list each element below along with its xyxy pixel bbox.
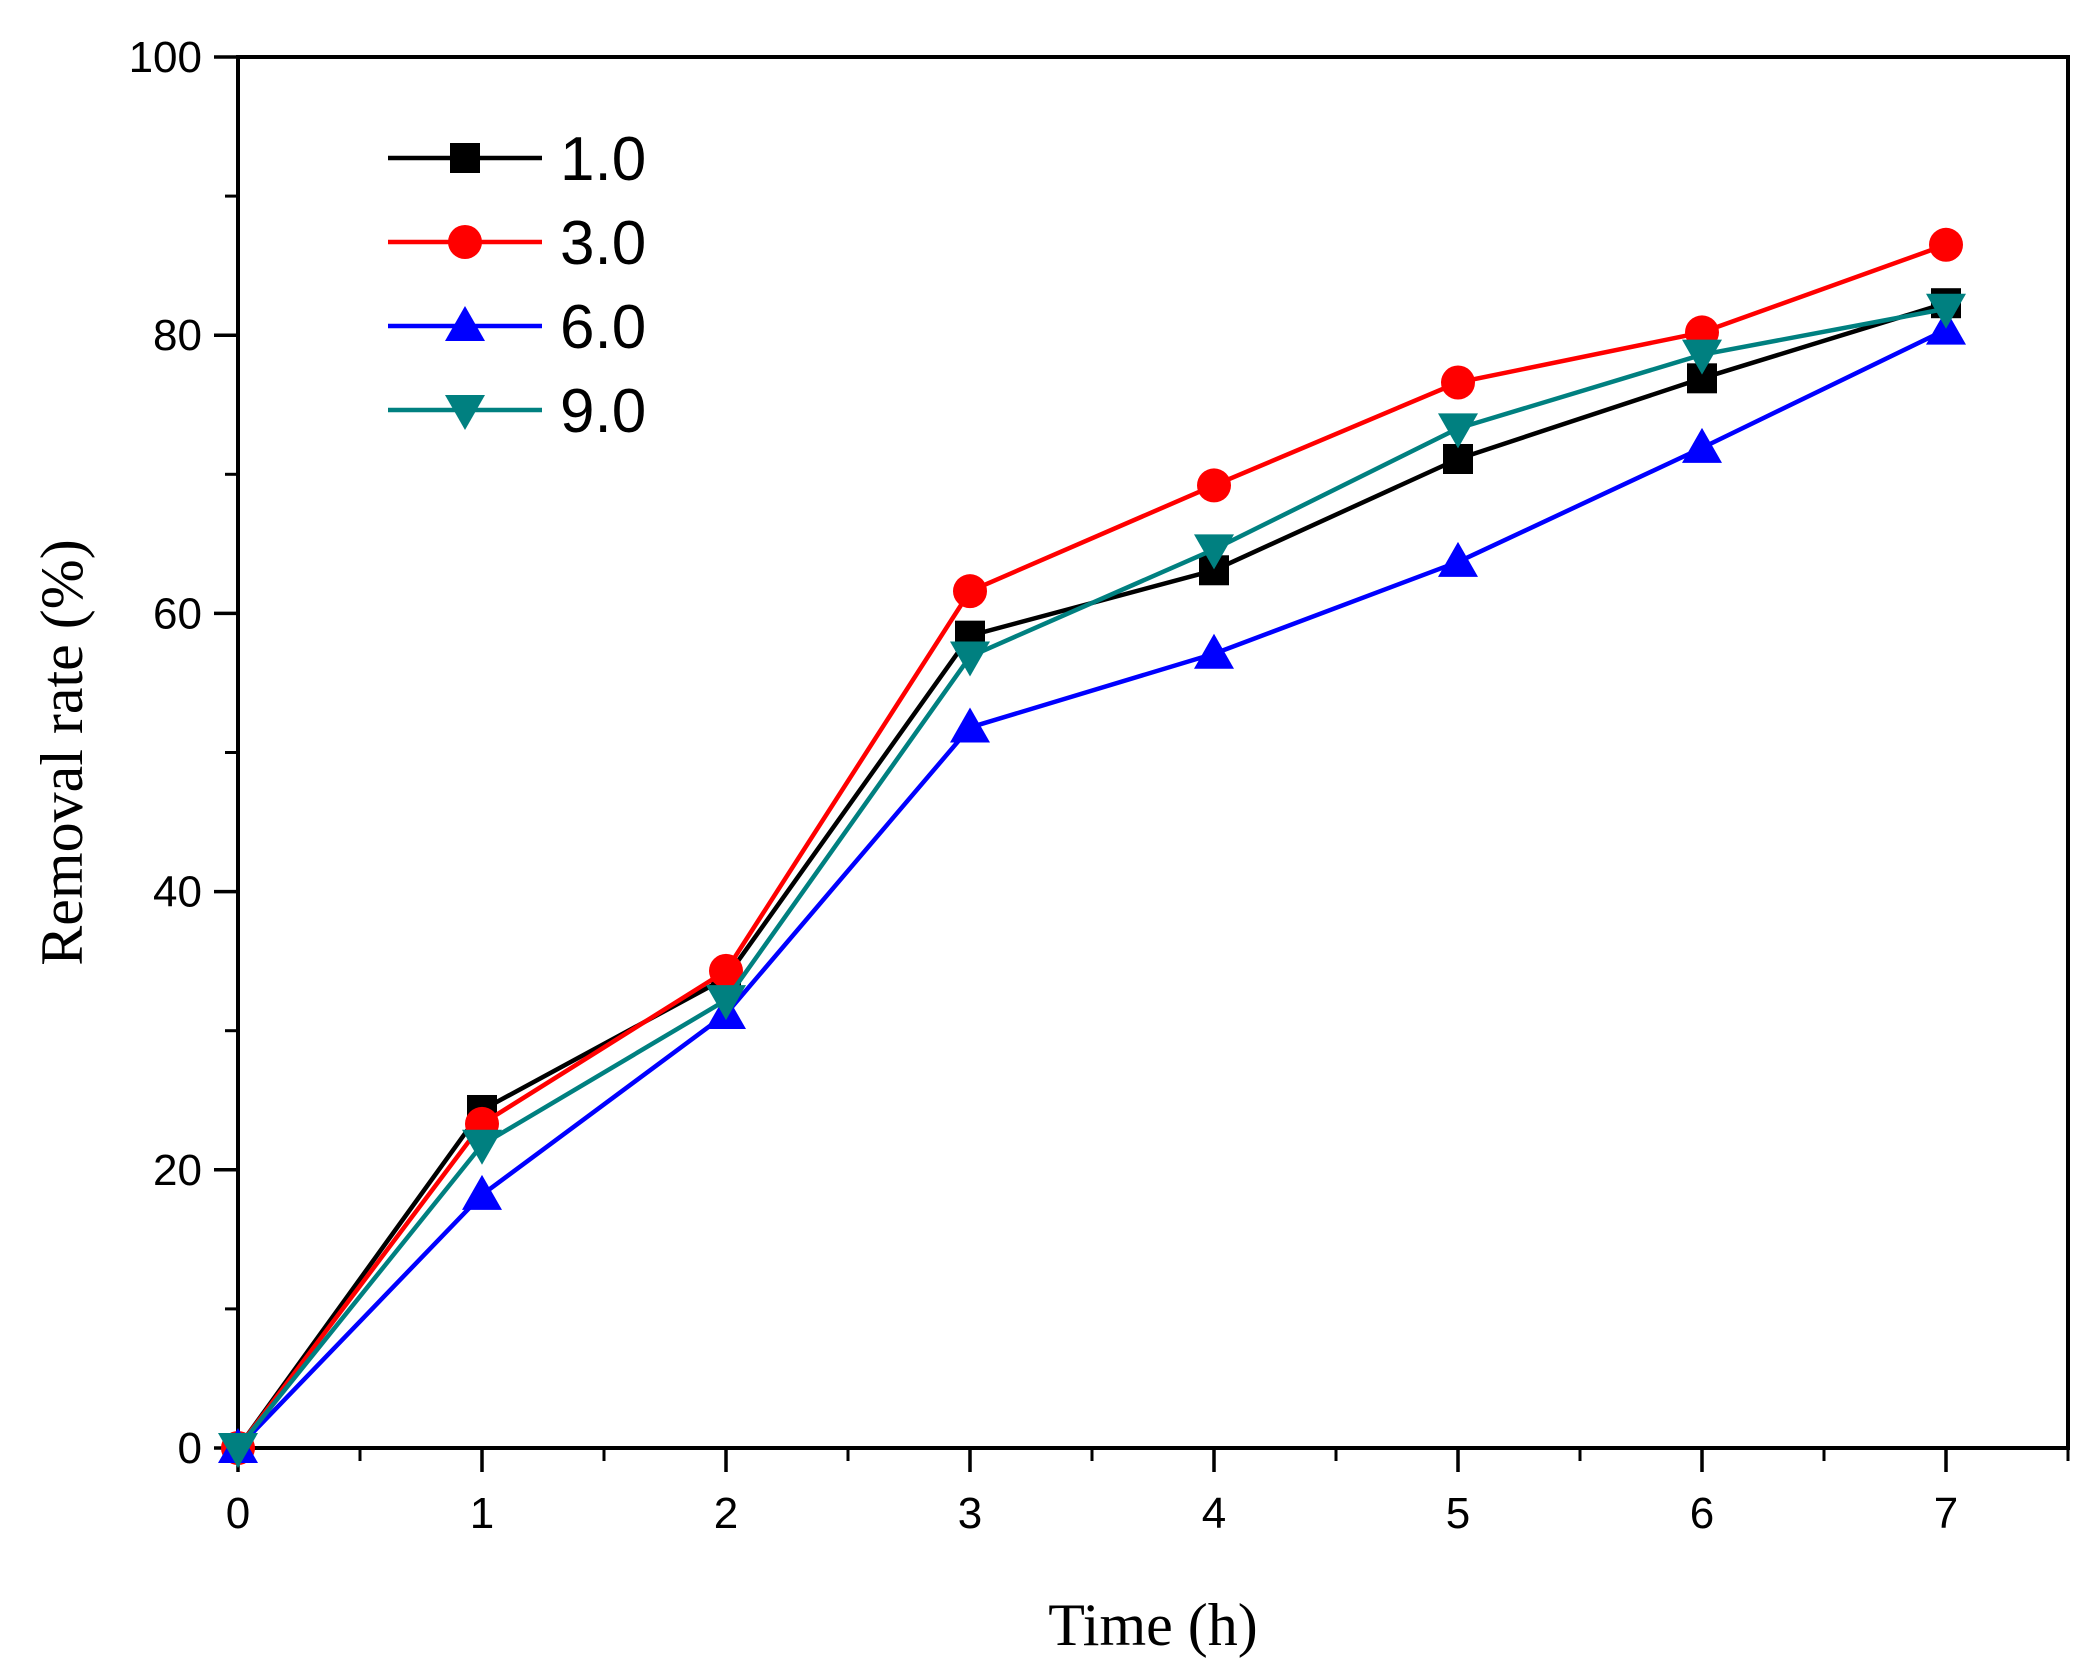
- x-tick-label: 0: [226, 1489, 250, 1538]
- x-axis: 0 1 2 3 4 5 6 7: [226, 1448, 2070, 1538]
- legend-label: 6.0: [560, 293, 646, 362]
- data-point: [1197, 468, 1231, 503]
- data-point: [1441, 365, 1475, 400]
- data-point: [218, 1433, 258, 1468]
- data-point: [950, 707, 990, 743]
- series-line: [236, 301, 1947, 1450]
- y-tick-label: 100: [129, 33, 202, 82]
- data-point: [1682, 339, 1722, 375]
- series-9.0: [218, 293, 1966, 1468]
- data-point: [1194, 534, 1234, 570]
- y-axis-title: Removal rate (%): [29, 539, 95, 965]
- series-6.0: [218, 309, 1966, 1463]
- series-line: [236, 242, 1947, 1450]
- x-axis-title: Time (h): [1048, 1592, 1257, 1658]
- data-point: [953, 574, 987, 609]
- data-point: [1929, 227, 1963, 262]
- y-axis: 0 20 40 60 80 100: [129, 33, 238, 1473]
- data-point: [950, 641, 990, 677]
- legend-label: 3.0: [560, 209, 646, 278]
- x-tick-label: 7: [1934, 1489, 1958, 1538]
- y-tick-label: 80: [153, 311, 202, 360]
- y-tick-label: 40: [153, 868, 202, 917]
- data-point: [1194, 633, 1234, 669]
- data-point: [1438, 541, 1478, 577]
- data-point: [1682, 427, 1722, 463]
- legend-marker: [448, 225, 482, 259]
- data-point: [706, 985, 746, 1021]
- series-line: [236, 327, 1947, 1450]
- y-tick-label: 60: [153, 589, 202, 638]
- legend-item: 9.0: [388, 377, 646, 446]
- legend-item: 1.0: [388, 125, 646, 194]
- data-point: [1443, 443, 1473, 474]
- y-tick-label: 20: [153, 1146, 202, 1195]
- data-point: [1926, 293, 1966, 329]
- x-tick-label: 6: [1690, 1489, 1714, 1538]
- data-point: [1438, 413, 1478, 449]
- series-layer: [218, 227, 1966, 1468]
- x-tick-label: 3: [958, 1489, 982, 1538]
- legend-item: 6.0: [388, 293, 646, 362]
- legend-marker: [445, 395, 485, 430]
- legend-label: 1.0: [560, 125, 646, 194]
- legend: 1.0 3.0 6.0 9.0: [388, 125, 646, 446]
- data-point: [709, 953, 743, 988]
- series-1.0: [223, 288, 1961, 1463]
- data-point: [462, 1129, 502, 1165]
- x-tick-label: 4: [1202, 1489, 1226, 1538]
- x-tick-label: 2: [714, 1489, 738, 1538]
- legend-label: 9.0: [560, 377, 646, 446]
- legend-marker: [445, 306, 485, 341]
- x-tick-label: 5: [1446, 1489, 1470, 1538]
- y-tick-label: 0: [178, 1424, 202, 1473]
- data-point: [462, 1174, 502, 1210]
- legend-item: 3.0: [388, 209, 646, 278]
- x-tick-label: 1: [470, 1489, 494, 1538]
- plot-frame: [236, 55, 2070, 1450]
- legend-marker: [450, 143, 480, 173]
- plot-area: [236, 55, 2070, 1450]
- series-3.0: [221, 227, 1963, 1465]
- series-line: [236, 306, 1947, 1450]
